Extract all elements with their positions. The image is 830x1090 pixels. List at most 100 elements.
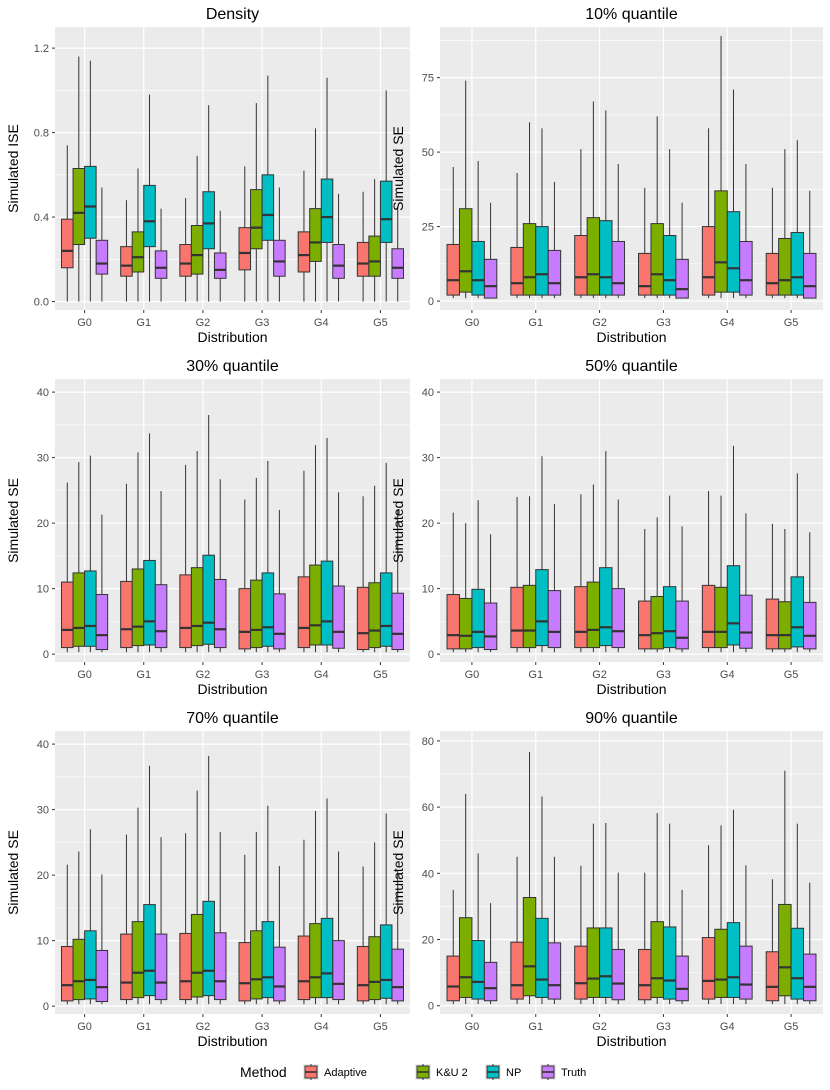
x-tick-label: G5 bbox=[373, 1021, 388, 1033]
box-adaptive-g0 bbox=[446, 167, 460, 299]
box-iqr bbox=[356, 586, 370, 651]
box-iqr bbox=[379, 572, 393, 647]
box-iqr bbox=[638, 252, 652, 296]
box-truth-g5 bbox=[391, 206, 404, 302]
box-truth-g1 bbox=[154, 837, 168, 1005]
legend-item-k-u-2: K&U 2 bbox=[415, 1064, 468, 1080]
box-iqr bbox=[778, 238, 792, 296]
legend-label: K&U 2 bbox=[436, 1067, 468, 1079]
x-tick-label: G0 bbox=[77, 317, 92, 329]
y-tick-label: 30 bbox=[37, 805, 49, 817]
y-tick-label: 75 bbox=[422, 73, 434, 85]
box-iqr bbox=[765, 951, 780, 1002]
box-iqr bbox=[273, 593, 286, 650]
box-np-g5 bbox=[790, 140, 805, 299]
box-iqr bbox=[190, 567, 204, 647]
box-iqr bbox=[522, 584, 537, 649]
y-tick-label: 40 bbox=[37, 387, 49, 399]
x-tick-label: G0 bbox=[465, 1021, 480, 1033]
box-iqr bbox=[574, 586, 588, 649]
x-axis-label: Distribution bbox=[596, 329, 666, 345]
box-iqr bbox=[765, 252, 780, 296]
box-iqr bbox=[179, 574, 192, 649]
box-iqr bbox=[250, 930, 263, 1000]
box-k-u-2-g3 bbox=[650, 116, 664, 299]
box-iqr bbox=[154, 933, 168, 1001]
box-iqr bbox=[84, 930, 97, 1000]
x-tick-label: G4 bbox=[720, 317, 735, 329]
y-tick-label: 40 bbox=[422, 387, 434, 399]
legend-label: Adaptive bbox=[324, 1067, 367, 1079]
y-tick-label: 10 bbox=[37, 936, 49, 948]
box-truth-g4 bbox=[739, 164, 753, 299]
box-iqr bbox=[143, 559, 156, 646]
y-tick-label: 10 bbox=[37, 584, 49, 596]
panel-title: 90% quantile bbox=[585, 710, 678, 727]
legend-item-adaptive: Adaptive bbox=[303, 1064, 367, 1080]
box-truth-g3 bbox=[273, 187, 286, 302]
x-tick-label: G0 bbox=[77, 1021, 92, 1033]
box-iqr bbox=[356, 241, 370, 277]
x-tick-label: G1 bbox=[528, 669, 543, 681]
y-axis-label: Simulated SE bbox=[390, 126, 406, 211]
box-iqr bbox=[803, 953, 817, 1002]
box-iqr bbox=[320, 178, 334, 243]
box-truth-g0 bbox=[95, 874, 109, 1005]
box-iqr bbox=[611, 948, 625, 1001]
box-np-g5 bbox=[379, 90, 393, 302]
box-iqr bbox=[61, 946, 74, 1002]
box-iqr bbox=[510, 941, 524, 1000]
box-iqr bbox=[297, 576, 311, 649]
y-tick-label: 0 bbox=[43, 649, 49, 661]
box-np-g3 bbox=[261, 75, 275, 302]
box-truth-g0 bbox=[483, 534, 498, 653]
box-truth-g3 bbox=[675, 526, 689, 653]
y-axis-label: Simulated SE bbox=[390, 830, 406, 915]
box-truth-g4 bbox=[332, 492, 345, 653]
box-iqr bbox=[368, 936, 381, 1001]
box-k-u-2-g5 bbox=[778, 529, 792, 653]
box-iqr bbox=[179, 932, 192, 1001]
panel-title: 50% quantile bbox=[585, 358, 678, 375]
x-tick-label: G5 bbox=[373, 669, 388, 681]
box-truth-g5 bbox=[391, 871, 404, 1005]
box-iqr bbox=[131, 231, 145, 273]
box-truth-g3 bbox=[675, 202, 689, 299]
box-iqr bbox=[61, 218, 74, 269]
box-truth-g0 bbox=[483, 903, 498, 1005]
y-tick-label: 20 bbox=[37, 870, 49, 882]
box-iqr bbox=[483, 961, 498, 1002]
box-iqr bbox=[586, 217, 601, 296]
box-iqr bbox=[379, 924, 393, 999]
box-iqr bbox=[471, 588, 485, 649]
box-iqr bbox=[650, 921, 664, 998]
x-tick-label: G1 bbox=[528, 1021, 543, 1033]
box-iqr bbox=[202, 900, 215, 997]
y-tick-label: 0 bbox=[43, 1001, 49, 1013]
box-k-u-2-g5 bbox=[368, 485, 381, 653]
box-iqr bbox=[611, 588, 625, 649]
box-truth-g1 bbox=[547, 504, 562, 653]
chart-panel-2: 0 10 20 30 40 G0 G1 G2 G3 G4 G5 30% quantile Distrib… bbox=[5, 358, 410, 697]
box-iqr bbox=[510, 586, 524, 649]
box-adaptive-g3 bbox=[638, 529, 652, 653]
box-adaptive-g3 bbox=[638, 872, 652, 1005]
x-axis-label: Distribution bbox=[197, 681, 267, 697]
box-adaptive-g0 bbox=[446, 889, 460, 1005]
x-tick-label: G2 bbox=[592, 669, 607, 681]
box-np-g2 bbox=[202, 105, 215, 302]
box-iqr bbox=[446, 594, 460, 650]
box-adaptive-g5 bbox=[356, 191, 370, 302]
x-tick-label: G5 bbox=[373, 317, 388, 329]
box-iqr bbox=[701, 937, 716, 1000]
box-iqr bbox=[273, 239, 286, 277]
box-iqr bbox=[391, 248, 404, 279]
box-iqr bbox=[320, 560, 334, 646]
legend-title: Method bbox=[240, 1064, 287, 1080]
box-iqr bbox=[790, 576, 805, 648]
x-tick-label: G3 bbox=[656, 1021, 671, 1033]
y-tick-label: 40 bbox=[37, 739, 49, 751]
y-axis-label: Simulated SE bbox=[390, 478, 406, 563]
box-iqr bbox=[213, 578, 227, 649]
